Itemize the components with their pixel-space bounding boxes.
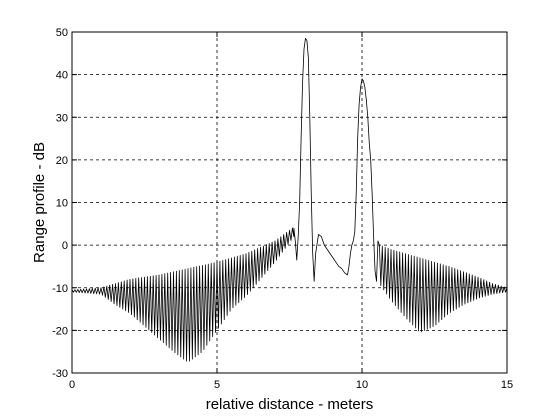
y-tick-label: -10 [52, 283, 68, 295]
y-tick-label: -30 [52, 368, 68, 380]
x-tick-label: 10 [356, 379, 368, 391]
series-line-0 [72, 37, 380, 362]
y-tick-label: 0 [62, 240, 68, 252]
ticks: 0 5 10 15 -30 -20 -10 0 10 20 30 40 50 [52, 27, 513, 391]
x-tick-label: 0 [69, 379, 75, 391]
y-axis-label: Range profile - dB [31, 142, 48, 263]
y-tick-label: 40 [56, 70, 68, 82]
y-tick-label: 30 [56, 112, 68, 124]
x-tick-label: 5 [214, 379, 220, 391]
x-axis-label: relative distance - meters [206, 396, 374, 413]
series-line-1 [379, 245, 507, 333]
series-group [72, 37, 507, 362]
y-tick-label: 20 [56, 155, 68, 167]
y-tick-label: 50 [56, 27, 68, 39]
x-tick-label: 15 [501, 379, 513, 391]
y-tick-label: 10 [56, 198, 68, 210]
y-tick-label: -20 [52, 325, 68, 337]
